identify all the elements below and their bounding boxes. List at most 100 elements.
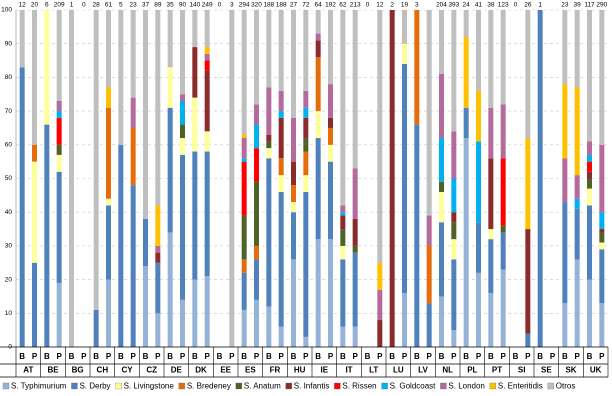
category-label: P bbox=[106, 352, 112, 361]
y-tick-label: 70 bbox=[5, 108, 13, 115]
category-label: P bbox=[451, 352, 457, 361]
bar-segment bbox=[229, 10, 235, 347]
legend-swatch bbox=[547, 382, 554, 390]
count-label: 27 bbox=[290, 2, 298, 9]
category-label: B bbox=[44, 352, 50, 361]
count-label: 117 bbox=[584, 2, 595, 9]
bar-segment bbox=[32, 262, 37, 347]
group-label: IT bbox=[345, 366, 352, 375]
bar-segment bbox=[574, 208, 580, 260]
bar-segment bbox=[587, 205, 592, 280]
category-label: P bbox=[229, 352, 235, 361]
bar-segment bbox=[291, 202, 296, 213]
bar-segment bbox=[574, 87, 580, 176]
bar-segment bbox=[167, 10, 173, 68]
category-label: B bbox=[241, 352, 247, 361]
legend-label: S. Derby bbox=[79, 382, 110, 391]
bar-segment bbox=[500, 158, 506, 226]
bar-segment bbox=[562, 303, 568, 347]
bar-segment bbox=[241, 161, 247, 216]
bar-segment bbox=[118, 144, 124, 347]
group-label: IE bbox=[321, 366, 329, 375]
bar-segment bbox=[155, 10, 161, 206]
bar-segment bbox=[451, 239, 457, 260]
bar-segment bbox=[180, 299, 185, 347]
bar-segment bbox=[241, 309, 247, 347]
count-label: 209 bbox=[54, 2, 65, 9]
bar-segment bbox=[143, 266, 148, 347]
bar-segment bbox=[587, 279, 592, 347]
legend-label: S. Enteritidis bbox=[498, 382, 543, 391]
bar-segment bbox=[192, 279, 198, 347]
y-tick-label: 50 bbox=[5, 175, 13, 182]
category-label: B bbox=[143, 352, 149, 361]
group-label: HU bbox=[294, 366, 306, 375]
count-label: 123 bbox=[498, 2, 509, 9]
bar-segment bbox=[44, 10, 50, 125]
bar-segment bbox=[69, 10, 74, 347]
bar-segment bbox=[599, 229, 605, 233]
bar-segment bbox=[56, 10, 62, 101]
count-label: 23 bbox=[561, 2, 569, 9]
bar-segment bbox=[106, 198, 111, 206]
bar-segment bbox=[56, 171, 62, 283]
bar-segment bbox=[254, 245, 259, 260]
bar-segment bbox=[562, 158, 568, 203]
bar-segment bbox=[587, 178, 592, 189]
count-label: 37 bbox=[142, 2, 150, 9]
count-label: 140 bbox=[189, 2, 200, 9]
bar-segment bbox=[204, 70, 210, 132]
legend-swatch bbox=[178, 382, 185, 390]
group-label: PL bbox=[467, 366, 477, 375]
bar-segment bbox=[315, 33, 321, 41]
bar-segment bbox=[402, 10, 407, 44]
bar-segment bbox=[266, 148, 272, 159]
bar-segment bbox=[155, 245, 161, 253]
bar-segment bbox=[143, 10, 148, 219]
bar-segment bbox=[303, 175, 309, 192]
bar-segment bbox=[56, 282, 62, 347]
bar-segment bbox=[451, 212, 457, 223]
category-label: B bbox=[217, 352, 223, 361]
group-label: BG bbox=[72, 366, 84, 375]
count-label: 5 bbox=[119, 2, 123, 9]
bar-segment bbox=[315, 10, 321, 34]
legend-swatch bbox=[381, 382, 388, 390]
category-label: B bbox=[315, 352, 321, 361]
group-label: FR bbox=[270, 366, 281, 375]
bar-segment bbox=[204, 60, 210, 71]
bar-segment bbox=[328, 117, 333, 128]
bar-segment bbox=[291, 185, 296, 203]
bar-segment bbox=[155, 205, 161, 246]
bar-segment bbox=[599, 10, 605, 145]
bar-segment bbox=[587, 154, 592, 162]
count-label: 28 bbox=[93, 2, 101, 9]
bar-segment bbox=[106, 205, 111, 280]
bar-segment bbox=[180, 124, 185, 139]
bar-segment bbox=[315, 111, 321, 139]
count-label: 2 bbox=[390, 2, 394, 9]
bar-segment bbox=[241, 138, 247, 159]
category-label: P bbox=[130, 352, 136, 361]
bar-segment bbox=[525, 10, 531, 139]
bar-segment bbox=[303, 10, 309, 91]
bar-segment bbox=[500, 269, 506, 347]
bar-segment bbox=[130, 97, 136, 128]
bar-segment bbox=[451, 178, 457, 213]
bar-segment bbox=[303, 151, 309, 176]
bar-segment bbox=[340, 212, 346, 216]
legend-label: S. Anatum bbox=[244, 382, 281, 391]
category-label: B bbox=[340, 352, 346, 361]
bar-segment bbox=[278, 90, 284, 112]
bar-segment bbox=[106, 10, 111, 88]
bar-segment bbox=[340, 259, 346, 327]
count-label: 3 bbox=[415, 2, 419, 9]
bar-segment bbox=[266, 158, 272, 307]
bar-segment bbox=[340, 326, 346, 347]
bar-segment bbox=[303, 336, 309, 347]
category-label: P bbox=[81, 352, 87, 361]
count-label: 12 bbox=[376, 2, 384, 9]
bar-segment bbox=[278, 158, 284, 176]
legend-label: Otros bbox=[556, 382, 576, 391]
